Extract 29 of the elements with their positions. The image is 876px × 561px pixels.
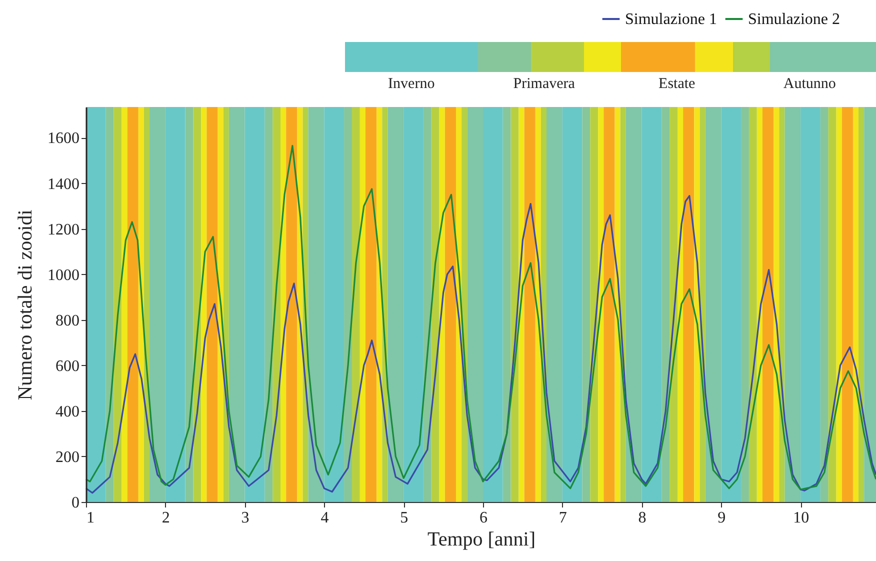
- y-tick-label: 0: [72, 494, 80, 512]
- y-tick-label: 1000: [48, 266, 80, 284]
- y-tick-label: 200: [56, 448, 80, 466]
- y-tick-label: 1600: [48, 130, 80, 148]
- text: Estate: [658, 76, 696, 93]
- y-tick-label: 600: [56, 358, 80, 375]
- y-tick-label: 1200: [48, 221, 80, 238]
- x-axis-title: Tempo [anni]: [427, 528, 536, 550]
- y-tick-label: 800: [56, 312, 80, 330]
- x-tick-label: 6: [479, 510, 488, 526]
- x-tick-label: 7: [558, 510, 567, 526]
- legend-label: Simulazione 2: [748, 11, 840, 28]
- x-tick-label: 2: [162, 510, 170, 526]
- x-tick-label: 3: [241, 510, 250, 526]
- x-tick-label: 4: [320, 510, 329, 526]
- x-tick-label: 10: [793, 510, 810, 526]
- line-series: [85, 194, 876, 494]
- x-tick-label: 9: [718, 510, 726, 526]
- legend-label: Simulazione 1: [625, 11, 717, 28]
- text: Autunno: [782, 76, 837, 93]
- x-tick-label: 5: [400, 510, 408, 526]
- text: Inverno: [387, 76, 436, 93]
- y-axis-title: Numero totale di zooidi: [14, 209, 36, 400]
- y-tick-label: 400: [56, 403, 80, 420]
- y-tick-label: 1400: [48, 176, 80, 193]
- x-tick-label: 8: [638, 510, 646, 526]
- x-tick-label: 1: [86, 510, 94, 526]
- line-series: [85, 144, 876, 490]
- text: Primavera: [512, 76, 576, 93]
